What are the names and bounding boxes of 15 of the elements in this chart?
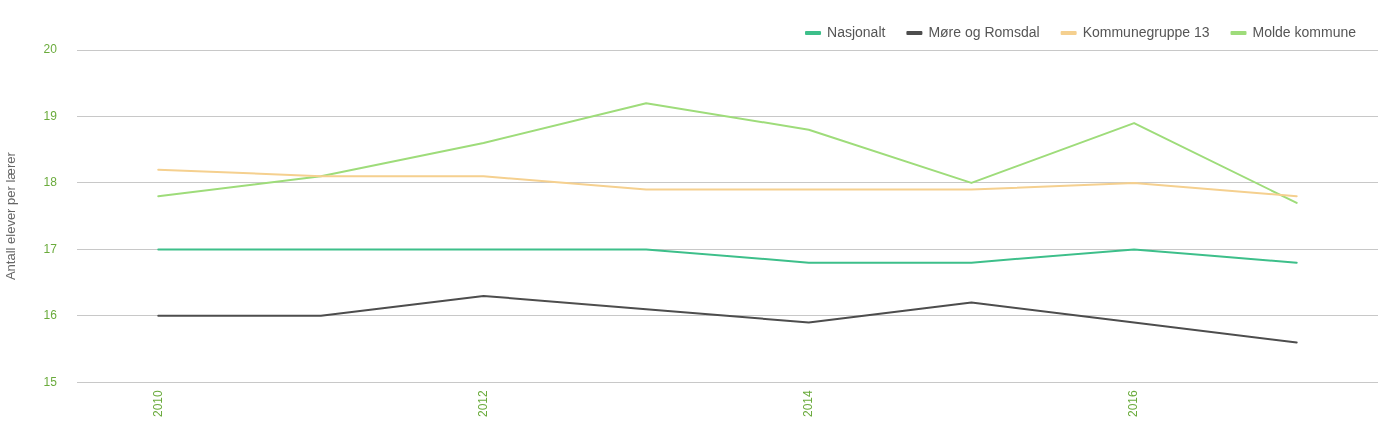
legend-label: Molde kommune <box>1252 23 1357 40</box>
y-tick-label: 15 <box>43 374 58 389</box>
y-tick-label: 17 <box>43 241 58 256</box>
legend-label: Kommunegruppe 13 <box>1082 23 1210 40</box>
legend-label: Nasjonalt <box>827 23 886 40</box>
x-tick-label: 2014 <box>801 389 816 418</box>
x-tick-label: 2012 <box>475 389 490 418</box>
y-tick-label: 20 <box>43 42 58 57</box>
x-tick-label: 2010 <box>150 389 165 418</box>
x-tick-label: 2016 <box>1126 389 1141 418</box>
y-tick-label: 19 <box>43 108 58 123</box>
y-axis-title: Antall elever per lærer <box>3 151 19 281</box>
y-tick-label: 16 <box>43 308 58 323</box>
legend-label: Møre og Romsdal <box>928 23 1040 40</box>
y-tick-label: 18 <box>43 175 58 190</box>
